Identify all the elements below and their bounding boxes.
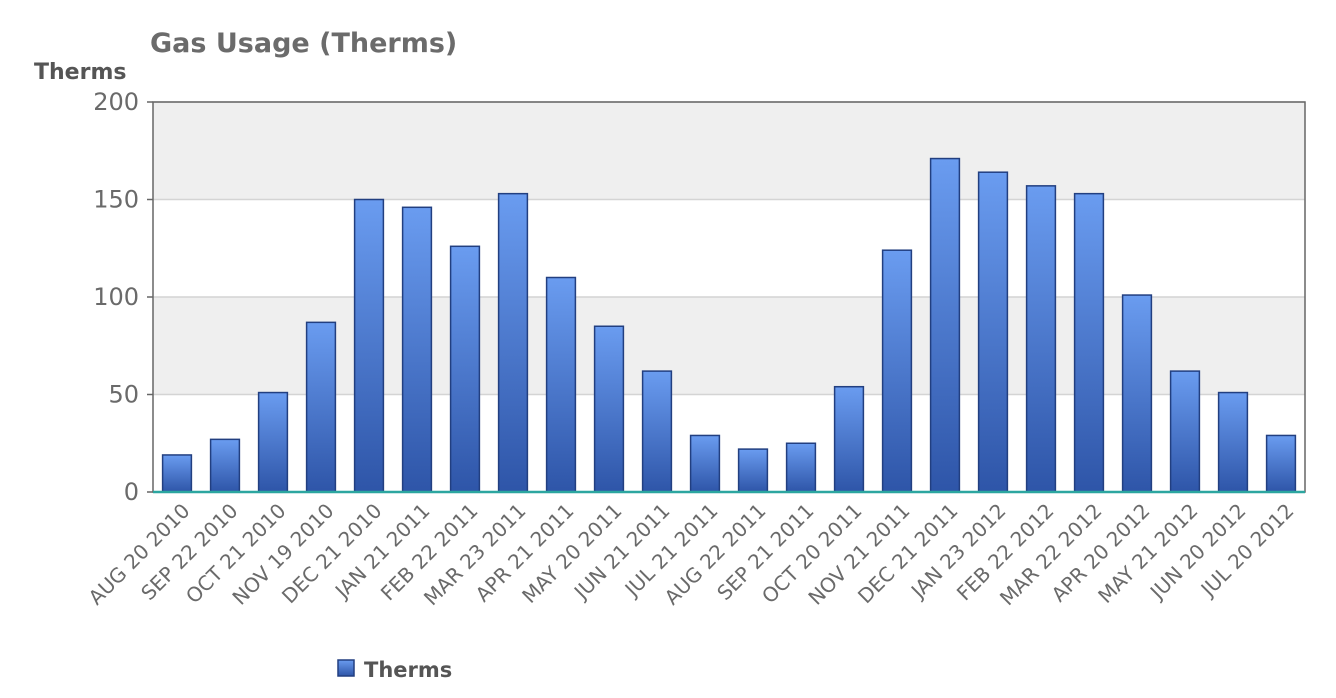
bar [1073,192,1105,493]
plot-band [153,297,1305,395]
y-axis-label: Therms [34,60,126,85]
bar [401,206,433,493]
plot-band [153,102,1305,200]
bar [977,171,1009,493]
bar [545,276,577,493]
bar [689,434,721,493]
y-tick-label: 150 [93,186,139,214]
bar [593,325,625,493]
plot-band [153,394,1305,492]
plot-band [153,199,1305,297]
bar [305,321,337,493]
chart-title: Gas Usage (Therms) [150,28,457,59]
y-tick-label: 200 [93,88,139,116]
bar [1217,391,1249,493]
bar [929,157,961,493]
bar [737,448,769,493]
legend: Therms [337,658,452,682]
bar [353,198,385,493]
bar [1169,370,1201,493]
bar [1121,294,1153,493]
y-tick-label: 100 [93,283,139,311]
bar [497,192,529,493]
bar [449,245,481,493]
bar [1025,185,1057,493]
bar [785,442,817,493]
bar [641,370,673,493]
legend-label: Therms [364,658,452,682]
bar [833,385,865,493]
bar [161,454,193,493]
bar [1265,434,1297,493]
bar [209,438,241,493]
y-tick-label: 50 [108,381,139,409]
bar [257,391,289,493]
legend-swatch [337,659,355,677]
bar [881,249,913,493]
y-tick-label: 0 [124,478,139,506]
